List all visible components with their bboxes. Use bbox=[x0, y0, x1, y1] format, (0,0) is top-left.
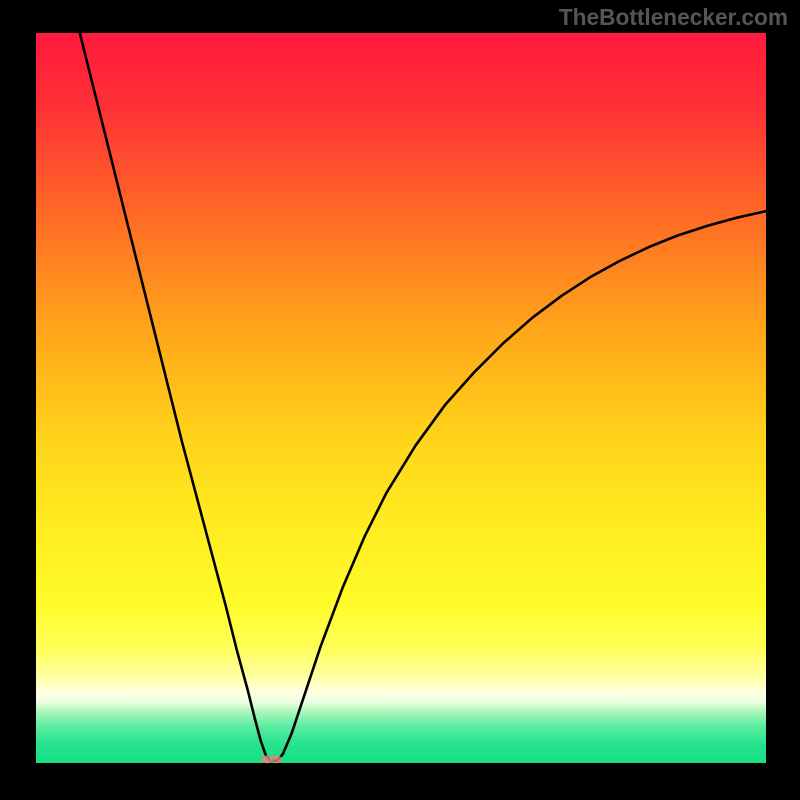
gradient-background bbox=[36, 33, 766, 763]
watermark-text: TheBottlenecker.com bbox=[559, 4, 788, 31]
dip-marker bbox=[270, 755, 282, 763]
curve-layer bbox=[36, 33, 766, 763]
chart-stage: TheBottlenecker.com bbox=[0, 0, 800, 800]
plot-area bbox=[36, 33, 766, 763]
